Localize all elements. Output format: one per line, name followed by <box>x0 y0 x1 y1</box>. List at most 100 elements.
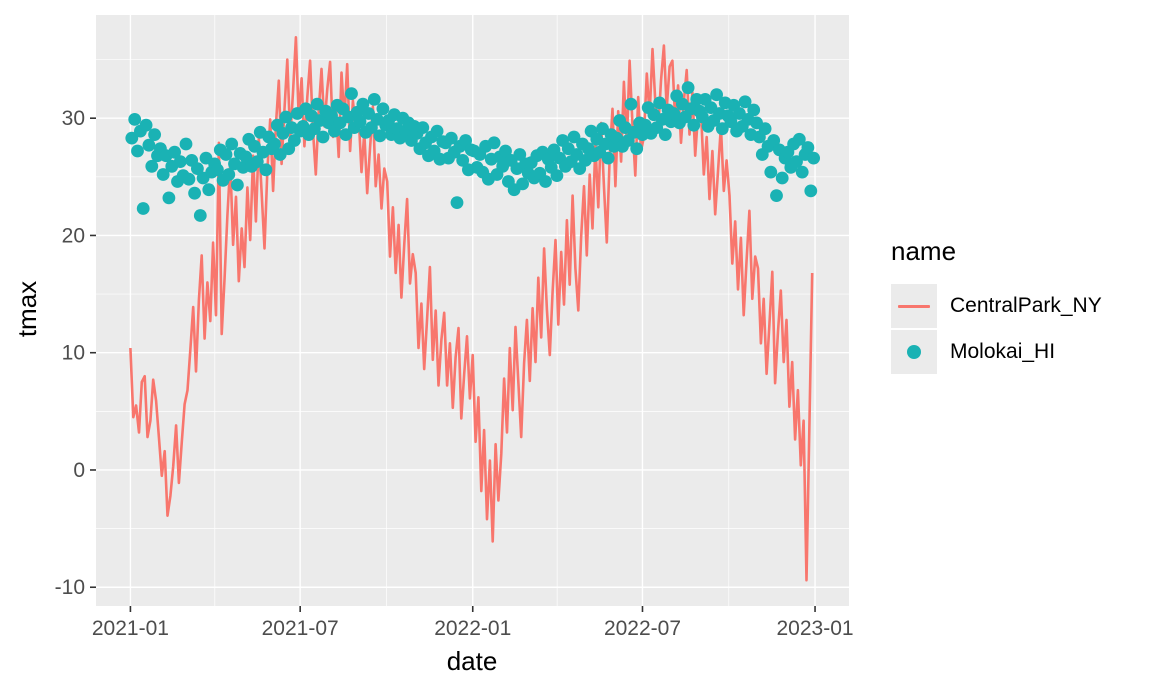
data-point-molokai-hi <box>259 163 273 177</box>
x-axis-title: date <box>446 646 498 676</box>
data-point-molokai-hi <box>136 202 150 215</box>
data-point-molokai-hi <box>131 144 144 158</box>
data-point-molokai-hi <box>653 96 666 110</box>
data-point-molokai-hi <box>225 137 239 151</box>
data-point-molokai-hi <box>710 88 723 102</box>
data-point-molokai-hi <box>173 155 187 169</box>
y-tick-label: 10 <box>62 342 85 365</box>
data-point-molokai-hi <box>715 122 729 136</box>
data-point-molokai-hi <box>179 137 193 151</box>
legend-entry-molokai-hi: Molokai_HI <box>891 330 1102 374</box>
x-tick-label: 2021-07 <box>262 617 339 640</box>
data-point-molokai-hi <box>367 93 381 106</box>
data-point-molokai-hi <box>550 169 564 183</box>
x-tick-label: 2023-01 <box>777 617 854 640</box>
data-point-molokai-hi <box>499 144 512 158</box>
data-point-molokai-hi <box>219 148 233 161</box>
legend-key-point <box>891 330 937 374</box>
data-point-molokai-hi <box>687 118 701 132</box>
legend-label-molokai-hi: Molokai_HI <box>950 340 1056 363</box>
data-point-molokai-hi <box>316 130 330 144</box>
data-point-molokai-hi <box>211 163 224 177</box>
data-point-molokai-hi <box>168 145 182 159</box>
data-point-molokai-hi <box>681 81 695 95</box>
data-point-molokai-hi <box>239 150 253 164</box>
x-tick-label: 2021-01 <box>92 617 169 640</box>
data-point-molokai-hi <box>250 155 264 169</box>
data-point-molokai-hi <box>624 97 638 111</box>
data-point-molokai-hi <box>767 134 781 147</box>
data-point-molokai-hi <box>724 115 738 129</box>
data-point-molokai-hi <box>567 130 581 144</box>
data-point-molokai-hi <box>747 103 761 117</box>
data-point-molokai-hi <box>696 110 709 124</box>
point-glyph-icon <box>907 345 921 359</box>
data-point-molokai-hi <box>128 113 142 126</box>
data-point-molokai-hi <box>601 151 615 165</box>
legend-label-centralpark-ny: CentralPark_NY <box>950 294 1102 317</box>
data-point-molokai-hi <box>279 110 293 124</box>
data-point-molokai-hi <box>156 168 170 181</box>
data-point-molokai-hi <box>202 183 216 197</box>
data-point-molokai-hi <box>444 131 458 145</box>
data-point-molokai-hi <box>807 151 820 165</box>
data-point-molokai-hi <box>376 102 390 116</box>
data-point-molokai-hi <box>630 142 644 156</box>
data-point-molokai-hi <box>667 107 681 120</box>
data-point-molokai-hi <box>182 172 196 186</box>
data-point-molokai-hi <box>456 154 470 167</box>
data-point-molokai-hi <box>430 124 444 138</box>
legend-title: name <box>891 236 957 266</box>
data-point-molokai-hi <box>795 165 809 179</box>
legend-entry-centralpark-ny: CentralPark_NY <box>891 284 1102 328</box>
data-point-molokai-hi <box>325 109 338 123</box>
x-tick-label: 2022-01 <box>434 617 511 640</box>
data-point-molokai-hi <box>356 97 370 111</box>
data-point-molokai-hi <box>539 175 552 188</box>
data-point-molokai-hi <box>373 129 387 143</box>
x-tick-label: 2022-07 <box>604 617 681 640</box>
data-point-molokai-hi <box>764 165 778 179</box>
y-tick-label: 20 <box>62 224 85 247</box>
data-point-molokai-hi <box>188 186 202 200</box>
data-point-molokai-hi <box>125 131 139 145</box>
y-tick-label: -10 <box>55 576 85 599</box>
data-point-molokai-hi <box>222 168 236 181</box>
y-axis-title: tmax <box>12 280 42 338</box>
y-tick-label: 30 <box>62 107 85 130</box>
data-point-molokai-hi <box>801 141 815 154</box>
legend-key-line <box>891 284 937 328</box>
data-point-molokai-hi <box>775 171 789 185</box>
data-point-molokai-hi <box>416 121 430 134</box>
data-point-molokai-hi <box>770 189 783 203</box>
data-point-molokai-hi <box>345 87 358 100</box>
data-point-molokai-hi <box>487 136 501 150</box>
legend: name CentralPark_NY Molokai_HI <box>891 238 1102 376</box>
data-point-molokai-hi <box>142 138 156 152</box>
data-point-molokai-hi <box>339 128 353 142</box>
data-point-molokai-hi <box>148 128 162 142</box>
data-point-molokai-hi <box>310 97 324 111</box>
data-point-molokai-hi <box>459 134 472 147</box>
data-point-molokai-hi <box>162 191 176 205</box>
data-point-molokai-hi <box>268 137 281 151</box>
y-tick-label: 0 <box>73 459 85 482</box>
data-point-molokai-hi <box>191 162 204 176</box>
data-point-molokai-hi <box>145 159 159 173</box>
data-point-molokai-hi <box>658 128 672 142</box>
data-point-molokai-hi <box>792 132 806 146</box>
data-point-molokai-hi <box>790 155 803 169</box>
data-point-molokai-hi <box>231 178 244 192</box>
data-point-molokai-hi <box>193 209 207 222</box>
data-point-molokai-hi <box>738 95 752 109</box>
data-point-molokai-hi <box>288 134 301 147</box>
data-point-molokai-hi <box>758 122 772 136</box>
data-point-molokai-hi <box>353 115 367 129</box>
data-point-molokai-hi <box>139 118 153 132</box>
data-point-molokai-hi <box>804 184 818 198</box>
data-point-molokai-hi <box>450 196 464 210</box>
data-point-molokai-hi <box>513 148 527 161</box>
data-point-molokai-hi <box>516 177 529 191</box>
